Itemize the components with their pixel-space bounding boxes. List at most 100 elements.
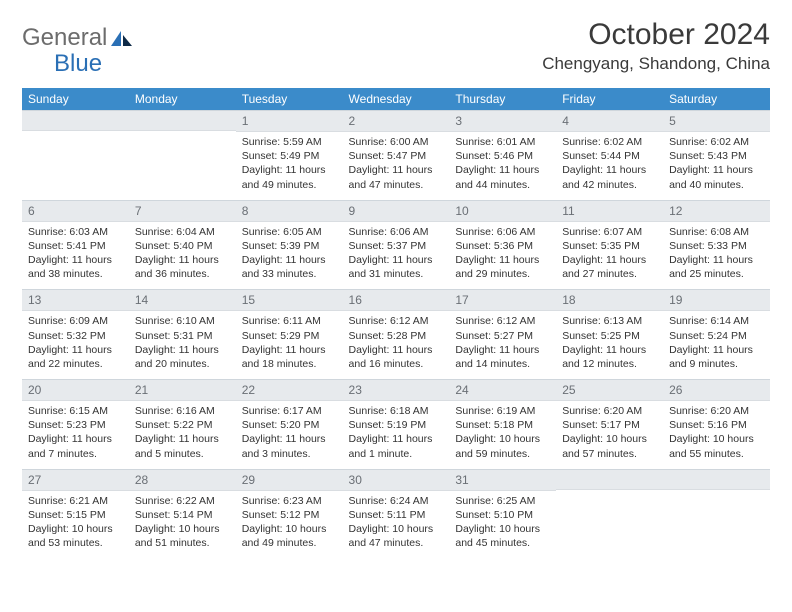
sunset-text: Sunset: 5:24 PM [669, 329, 764, 343]
daylight-text: Daylight: 11 hours and 18 minutes. [242, 343, 337, 371]
day-cell: 5Sunrise: 6:02 AMSunset: 5:43 PMDaylight… [663, 111, 770, 201]
day-number [22, 111, 129, 131]
day-body: Sunrise: 6:12 AMSunset: 5:28 PMDaylight:… [343, 311, 450, 379]
day-body: Sunrise: 6:02 AMSunset: 5:43 PMDaylight:… [663, 132, 770, 200]
daylight-text: Daylight: 11 hours and 36 minutes. [135, 253, 230, 281]
day-number: 21 [129, 380, 236, 401]
day-number: 2 [343, 111, 450, 132]
dayhead-sat: Saturday [663, 88, 770, 111]
day-cell [556, 469, 663, 558]
sunset-text: Sunset: 5:18 PM [455, 418, 550, 432]
sunrise-text: Sunrise: 6:21 AM [28, 494, 123, 508]
sunset-text: Sunset: 5:47 PM [349, 149, 444, 163]
day-body: Sunrise: 6:23 AMSunset: 5:12 PMDaylight:… [236, 491, 343, 559]
sunset-text: Sunset: 5:23 PM [28, 418, 123, 432]
daylight-text: Daylight: 11 hours and 44 minutes. [455, 163, 550, 191]
sunrise-text: Sunrise: 6:20 AM [562, 404, 657, 418]
day-body: Sunrise: 6:10 AMSunset: 5:31 PMDaylight:… [129, 311, 236, 379]
daylight-text: Daylight: 11 hours and 1 minute. [349, 432, 444, 460]
dayhead-thu: Thursday [449, 88, 556, 111]
sunrise-text: Sunrise: 6:23 AM [242, 494, 337, 508]
day-number: 23 [343, 380, 450, 401]
day-body [556, 490, 663, 548]
day-number: 13 [22, 290, 129, 311]
day-body: Sunrise: 6:21 AMSunset: 5:15 PMDaylight:… [22, 491, 129, 559]
day-body: Sunrise: 6:07 AMSunset: 5:35 PMDaylight:… [556, 222, 663, 290]
sunrise-text: Sunrise: 6:22 AM [135, 494, 230, 508]
day-cell: 26Sunrise: 6:20 AMSunset: 5:16 PMDayligh… [663, 380, 770, 470]
daylight-text: Daylight: 11 hours and 31 minutes. [349, 253, 444, 281]
day-body: Sunrise: 5:59 AMSunset: 5:49 PMDaylight:… [236, 132, 343, 200]
daylight-text: Daylight: 10 hours and 57 minutes. [562, 432, 657, 460]
sunset-text: Sunset: 5:49 PM [242, 149, 337, 163]
week-row: 13Sunrise: 6:09 AMSunset: 5:32 PMDayligh… [22, 290, 770, 380]
sunset-text: Sunset: 5:40 PM [135, 239, 230, 253]
day-number: 22 [236, 380, 343, 401]
day-body: Sunrise: 6:20 AMSunset: 5:17 PMDaylight:… [556, 401, 663, 469]
sunset-text: Sunset: 5:35 PM [562, 239, 657, 253]
day-cell: 7Sunrise: 6:04 AMSunset: 5:40 PMDaylight… [129, 200, 236, 290]
sunset-text: Sunset: 5:36 PM [455, 239, 550, 253]
day-body: Sunrise: 6:00 AMSunset: 5:47 PMDaylight:… [343, 132, 450, 200]
sunrise-text: Sunrise: 6:02 AM [562, 135, 657, 149]
day-cell: 2Sunrise: 6:00 AMSunset: 5:47 PMDaylight… [343, 111, 450, 201]
day-body: Sunrise: 6:20 AMSunset: 5:16 PMDaylight:… [663, 401, 770, 469]
day-number: 29 [236, 470, 343, 491]
day-body: Sunrise: 6:06 AMSunset: 5:37 PMDaylight:… [343, 222, 450, 290]
sunset-text: Sunset: 5:27 PM [455, 329, 550, 343]
day-body: Sunrise: 6:03 AMSunset: 5:41 PMDaylight:… [22, 222, 129, 290]
day-cell: 4Sunrise: 6:02 AMSunset: 5:44 PMDaylight… [556, 111, 663, 201]
day-cell: 28Sunrise: 6:22 AMSunset: 5:14 PMDayligh… [129, 469, 236, 558]
daylight-text: Daylight: 11 hours and 33 minutes. [242, 253, 337, 281]
day-cell: 9Sunrise: 6:06 AMSunset: 5:37 PMDaylight… [343, 200, 450, 290]
day-number: 7 [129, 201, 236, 222]
day-body: Sunrise: 6:09 AMSunset: 5:32 PMDaylight:… [22, 311, 129, 379]
sunrise-text: Sunrise: 6:12 AM [455, 314, 550, 328]
day-cell: 25Sunrise: 6:20 AMSunset: 5:17 PMDayligh… [556, 380, 663, 470]
daylight-text: Daylight: 11 hours and 42 minutes. [562, 163, 657, 191]
day-number: 8 [236, 201, 343, 222]
day-cell: 15Sunrise: 6:11 AMSunset: 5:29 PMDayligh… [236, 290, 343, 380]
sunrise-text: Sunrise: 6:01 AM [455, 135, 550, 149]
day-number [129, 111, 236, 131]
day-cell: 21Sunrise: 6:16 AMSunset: 5:22 PMDayligh… [129, 380, 236, 470]
day-body: Sunrise: 6:01 AMSunset: 5:46 PMDaylight:… [449, 132, 556, 200]
day-cell: 11Sunrise: 6:07 AMSunset: 5:35 PMDayligh… [556, 200, 663, 290]
day-body [129, 131, 236, 189]
day-cell: 14Sunrise: 6:10 AMSunset: 5:31 PMDayligh… [129, 290, 236, 380]
daylight-text: Daylight: 10 hours and 49 minutes. [242, 522, 337, 550]
day-body: Sunrise: 6:25 AMSunset: 5:10 PMDaylight:… [449, 491, 556, 559]
daylight-text: Daylight: 11 hours and 20 minutes. [135, 343, 230, 371]
day-body: Sunrise: 6:22 AMSunset: 5:14 PMDaylight:… [129, 491, 236, 559]
day-body: Sunrise: 6:11 AMSunset: 5:29 PMDaylight:… [236, 311, 343, 379]
sunset-text: Sunset: 5:15 PM [28, 508, 123, 522]
day-cell: 16Sunrise: 6:12 AMSunset: 5:28 PMDayligh… [343, 290, 450, 380]
day-number: 18 [556, 290, 663, 311]
day-cell: 8Sunrise: 6:05 AMSunset: 5:39 PMDaylight… [236, 200, 343, 290]
sunset-text: Sunset: 5:31 PM [135, 329, 230, 343]
daylight-text: Daylight: 11 hours and 14 minutes. [455, 343, 550, 371]
sunrise-text: Sunrise: 6:24 AM [349, 494, 444, 508]
day-number: 15 [236, 290, 343, 311]
day-cell: 24Sunrise: 6:19 AMSunset: 5:18 PMDayligh… [449, 380, 556, 470]
sunrise-text: Sunrise: 6:04 AM [135, 225, 230, 239]
daylight-text: Daylight: 10 hours and 53 minutes. [28, 522, 123, 550]
day-number: 28 [129, 470, 236, 491]
day-body: Sunrise: 6:04 AMSunset: 5:40 PMDaylight:… [129, 222, 236, 290]
day-cell: 31Sunrise: 6:25 AMSunset: 5:10 PMDayligh… [449, 469, 556, 558]
sunrise-text: Sunrise: 6:08 AM [669, 225, 764, 239]
daylight-text: Daylight: 11 hours and 12 minutes. [562, 343, 657, 371]
day-body: Sunrise: 6:18 AMSunset: 5:19 PMDaylight:… [343, 401, 450, 469]
sunset-text: Sunset: 5:16 PM [669, 418, 764, 432]
daylight-text: Daylight: 11 hours and 29 minutes. [455, 253, 550, 281]
sunrise-text: Sunrise: 6:18 AM [349, 404, 444, 418]
day-cell: 29Sunrise: 6:23 AMSunset: 5:12 PMDayligh… [236, 469, 343, 558]
day-number: 12 [663, 201, 770, 222]
sunrise-text: Sunrise: 6:12 AM [349, 314, 444, 328]
day-number: 16 [343, 290, 450, 311]
day-cell: 3Sunrise: 6:01 AMSunset: 5:46 PMDaylight… [449, 111, 556, 201]
day-number: 26 [663, 380, 770, 401]
day-number: 20 [22, 380, 129, 401]
daylight-text: Daylight: 11 hours and 27 minutes. [562, 253, 657, 281]
header: General October 2024 Chengyang, Shandong… [22, 18, 770, 80]
